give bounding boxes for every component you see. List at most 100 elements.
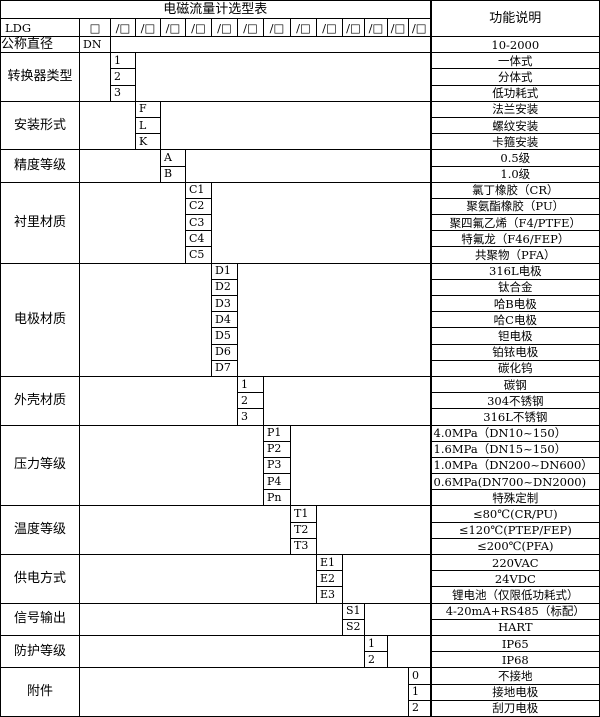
option-code: C3: [185, 214, 212, 232]
model-box: /□: [237, 18, 264, 37]
option-row: 电极材质 D1 316L电极: [0, 262, 600, 377]
group-label: 转换器类型: [0, 52, 80, 102]
option-desc: 24VDC: [429, 570, 600, 588]
option-code: F: [135, 100, 161, 118]
option-desc: 特氟龙（F46/FEP）: [429, 230, 600, 248]
option-row: 信号输出 S1 4-20mA+RS485（标配）: [0, 602, 600, 636]
blank-cell: [386, 634, 432, 669]
group-label: 压力等级: [0, 424, 80, 507]
option-desc: 1.6MPa（DN15~150）: [429, 440, 600, 458]
option-row: 安装形式 F 法兰安装: [0, 100, 600, 151]
option-code: P1: [263, 424, 291, 442]
option-row: 转换器类型 1 一体式: [0, 52, 600, 102]
model-box: /□: [263, 18, 291, 37]
blank-cell: [262, 375, 432, 426]
option-row: 3 低功耗式: [1, 84, 600, 102]
blank-cell: [79, 602, 343, 636]
option-code: T2: [290, 521, 317, 539]
option-code: D5: [211, 327, 238, 345]
option-code: T3: [290, 537, 317, 556]
option-code: P4: [263, 473, 291, 491]
option-desc: 锂电池（仅限低功耗式）: [429, 586, 600, 604]
option-desc: 接地电极: [429, 683, 600, 701]
option-desc: 法兰安装: [429, 100, 600, 118]
option-code: 3: [237, 408, 264, 426]
option-desc: 哈B电极: [429, 294, 600, 313]
option-code: 2: [237, 392, 264, 410]
option-desc: 卡箍安装: [429, 133, 600, 151]
option-code: E3: [316, 586, 343, 604]
blank-cell: [236, 262, 432, 377]
option-desc: 碳化钨: [429, 359, 600, 377]
option-desc: 铂铱电极: [429, 343, 600, 361]
option-code: D1: [211, 262, 238, 280]
option-code: B: [160, 165, 186, 183]
option-desc: 220VAC: [429, 553, 600, 572]
option-desc: 一体式: [429, 52, 600, 70]
option-row: B 1.0级: [1, 165, 600, 183]
option-desc: 1.0级: [429, 165, 600, 183]
option-row: 衬里材质 C1 氯丁橡胶（CR）: [0, 181, 600, 264]
table-title: 电磁流量计选型表: [0, 0, 432, 19]
option-code: E1: [316, 553, 343, 572]
group-label: 电极材质: [0, 262, 80, 377]
option-row: Pn 特殊定制: [1, 489, 600, 507]
option-row: 2 IP68: [1, 651, 600, 669]
option-desc: 碳钢: [429, 375, 600, 394]
option-desc: 氯丁橡胶（CR）: [429, 181, 600, 199]
model-box: /□: [211, 18, 238, 37]
option-row: S2 HART: [1, 618, 600, 636]
option-row: P3 1.0MPa（DN200~DN600）: [1, 456, 600, 475]
nominal-code: DN: [79, 35, 111, 54]
group-label: 信号输出: [0, 602, 80, 636]
blank-cell: [79, 424, 264, 507]
blank-cell: [289, 424, 432, 507]
option-code: A: [160, 149, 186, 167]
blank-cell: [159, 100, 432, 151]
model-box: /□: [110, 18, 136, 37]
option-code: P2: [263, 440, 291, 458]
option-desc: 聚氨酯橡胶（PU）: [429, 197, 600, 216]
option-desc: 0.5级: [429, 149, 600, 167]
option-row: 1 接地电极: [1, 683, 600, 701]
blank-cell: [79, 100, 136, 151]
option-desc: 316L不锈钢: [429, 408, 600, 426]
group-label: 温度等级: [0, 505, 80, 555]
option-desc: 0.6MPa(DN700~DN2000): [429, 473, 600, 491]
option-code: K: [135, 133, 161, 151]
option-row: C2 聚氨酯橡胶（PU）: [1, 197, 600, 216]
option-desc: 不接地: [429, 667, 600, 685]
option-code: 3: [110, 84, 136, 102]
blank-cell: [109, 35, 432, 54]
option-desc: 共聚物（PFA）: [429, 246, 600, 264]
option-code: D4: [211, 311, 238, 329]
option-code: 1: [407, 683, 432, 701]
option-row: K 卡箍安装: [1, 133, 600, 151]
option-code: P3: [263, 456, 291, 475]
group-label: 安装形式: [0, 100, 80, 151]
blank-cell: [79, 375, 238, 426]
option-row: 防护等级 1 IP65: [0, 634, 600, 669]
option-code: 2: [364, 651, 388, 669]
option-desc: 304不锈钢: [429, 392, 600, 410]
option-desc: ≤120℃(PTEP/FEP): [429, 521, 600, 539]
option-code: L: [135, 116, 161, 135]
group-label: 附件: [0, 667, 80, 717]
option-desc: HART: [429, 618, 600, 636]
option-desc: 低功耗式: [429, 84, 600, 102]
group-label: 防护等级: [0, 634, 80, 669]
group-label: 精度等级: [0, 149, 80, 183]
nominal-row: 公称直径 DN 10-2000: [0, 35, 600, 54]
model-box: /□: [185, 18, 212, 37]
group-label: 外壳材质: [0, 375, 80, 426]
blank-cell: [134, 52, 432, 102]
option-row: 供电方式 E1 220VAC: [0, 553, 600, 604]
option-row: 压力等级 P1 4.0MPa（DN10~150）: [0, 424, 600, 507]
option-row: 精度等级 A 0.5级: [0, 149, 600, 183]
option-code: E2: [316, 570, 343, 588]
option-desc: IP68: [429, 651, 600, 669]
option-code: C1: [185, 181, 212, 199]
option-code: T1: [290, 505, 317, 523]
blank-cell: [79, 262, 212, 377]
